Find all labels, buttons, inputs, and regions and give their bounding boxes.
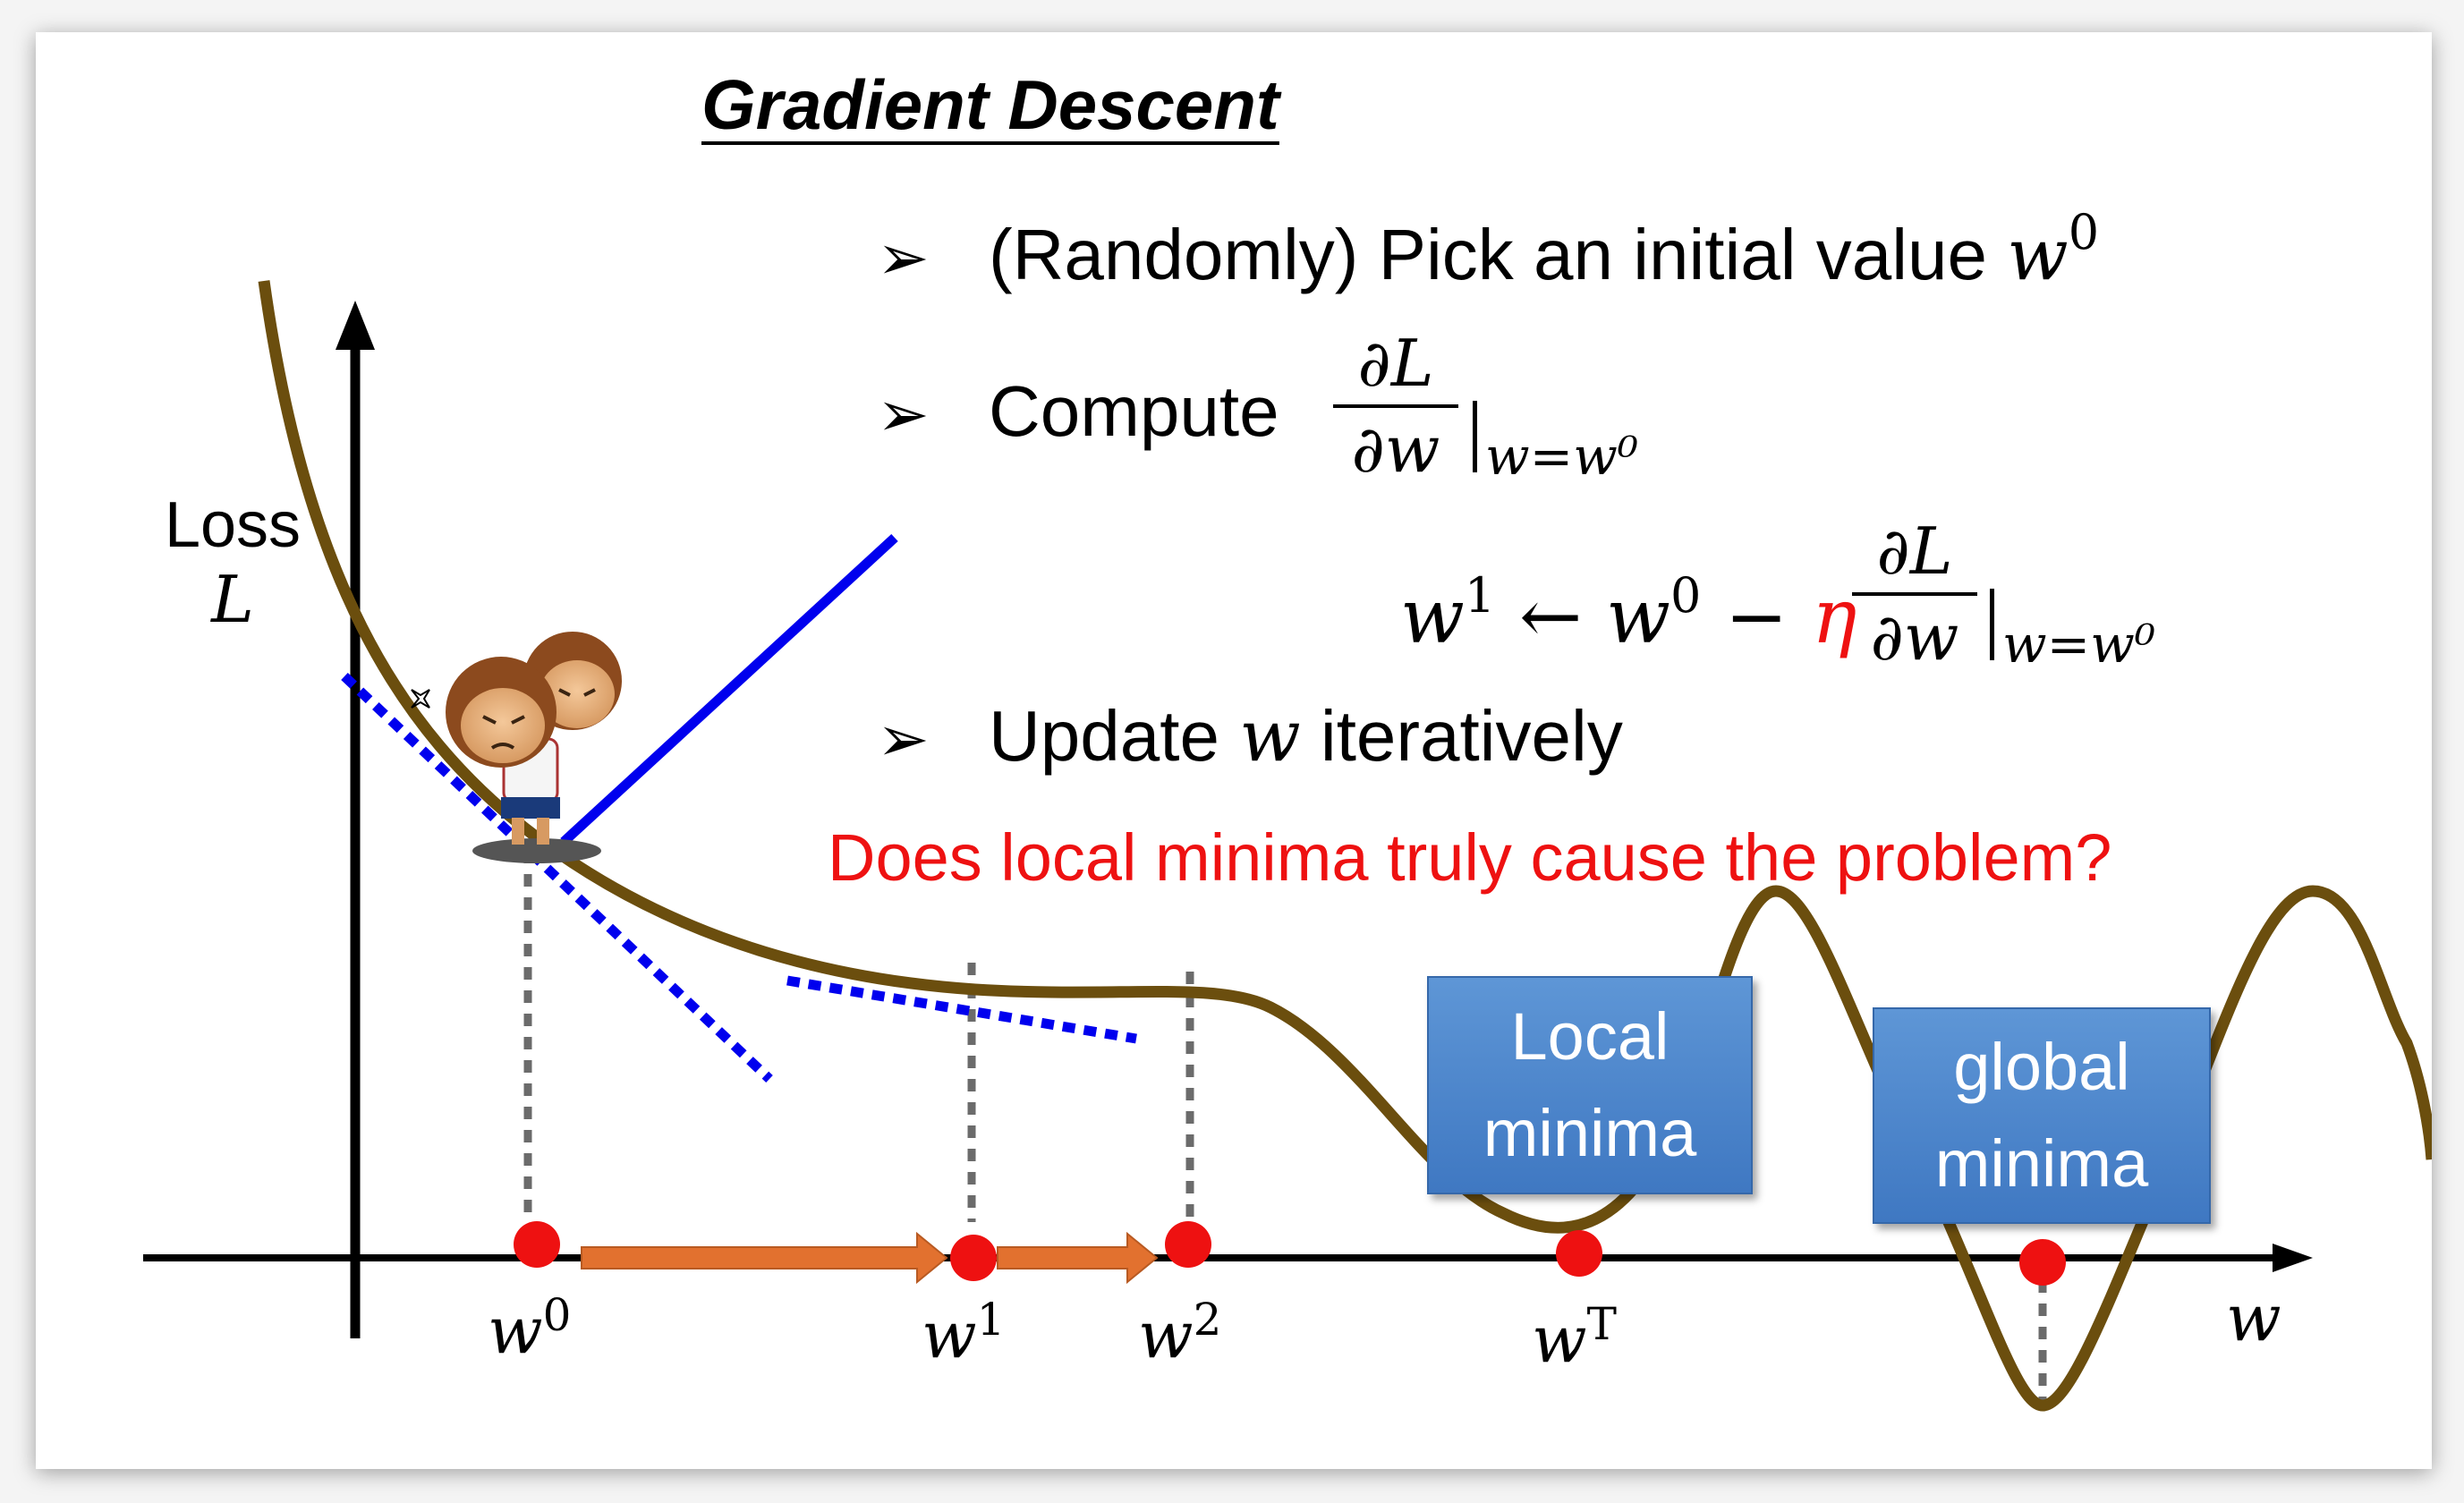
step-pick-initial: ➢ (Randomly) Pick an initial value w0 bbox=[877, 204, 2099, 296]
parameter-points bbox=[514, 1221, 2066, 1286]
evaluation-subscript-1: w=w⁰ bbox=[1485, 426, 1639, 487]
point-w2 bbox=[1165, 1221, 1211, 1268]
fraction-bar-2 bbox=[1852, 592, 1977, 596]
update-rule: w1 ← w0 − η bbox=[1400, 567, 1856, 660]
tick-wT: wT bbox=[1532, 1298, 1617, 1377]
dotted-guides bbox=[523, 851, 2047, 1401]
step-compute: ➢ Compute bbox=[877, 370, 1279, 453]
slide: Gradient Descent ➢ (Randomly) Pick an ini… bbox=[36, 32, 2432, 1469]
arrow-bullet-icon: ➢ bbox=[877, 704, 930, 774]
derivative-fraction-2: ∂L ∂w bbox=[1852, 515, 1977, 673]
learning-rate-eta: η bbox=[1812, 573, 1857, 660]
y-axis-label: Loss L bbox=[143, 488, 322, 637]
x-axis-arrowhead bbox=[2273, 1244, 2313, 1272]
update-rhs: w bbox=[1606, 573, 1670, 660]
tick-w0-sup: 0 bbox=[542, 1289, 572, 1341]
update-lhs: w bbox=[1400, 573, 1465, 660]
tick-wT-base: w bbox=[1532, 1302, 1587, 1377]
derivative-denominator-2: ∂w bbox=[1870, 599, 1959, 675]
evaluation-subscript-2: w=w⁰ bbox=[2002, 614, 2156, 675]
point-w0 bbox=[514, 1221, 560, 1268]
tick-w0: w0 bbox=[488, 1289, 571, 1368]
global-minima-line1: global bbox=[1953, 1030, 2130, 1104]
local-minima-question: Does local minima truly cause the proble… bbox=[828, 820, 2112, 895]
evaluation-bar-2 bbox=[1990, 589, 1994, 660]
x-axis-label: w bbox=[2226, 1280, 2281, 1355]
step-2-text: Compute bbox=[989, 371, 1279, 451]
arrow-bullet-icon: ➢ bbox=[877, 223, 930, 293]
step-arrow-1 bbox=[581, 1231, 948, 1285]
tick-w0-base: w bbox=[488, 1293, 543, 1368]
point-wT bbox=[1556, 1230, 1602, 1277]
page-title: Gradient Descent bbox=[701, 65, 1279, 144]
step-1-variable: w bbox=[2007, 213, 2069, 296]
axes bbox=[143, 301, 2313, 1338]
derivative-denominator: ∂w bbox=[1351, 412, 1440, 487]
local-minima-line1: Local bbox=[1510, 999, 1670, 1074]
step-1-superscript: 0 bbox=[2068, 204, 2100, 260]
step-arrow-2 bbox=[997, 1231, 1159, 1285]
step-3-tail: iteratively bbox=[1320, 696, 1623, 776]
global-minima-line2: minima bbox=[1934, 1126, 2149, 1201]
arrow-bullet-icon: ➢ bbox=[877, 379, 930, 449]
tick-w2: w2 bbox=[1138, 1294, 1221, 1372]
derivative-numerator-2: ∂L bbox=[1876, 514, 1953, 589]
monkey-character-icon bbox=[411, 632, 622, 863]
global-minima-box: global minima bbox=[1873, 1007, 2211, 1224]
tick-w1-sup: 1 bbox=[976, 1294, 1006, 1346]
local-minima-line2: minima bbox=[1483, 1096, 1697, 1170]
update-lhs-sup: 1 bbox=[1464, 567, 1496, 624]
evaluation-bar-1 bbox=[1473, 401, 1477, 472]
tangent-dotted-w0 bbox=[341, 673, 773, 1083]
step-update: ➢ Update w iteratively bbox=[877, 694, 1623, 777]
derivative-fraction-1: ∂L ∂w bbox=[1333, 327, 1458, 485]
tick-w2-base: w bbox=[1138, 1297, 1194, 1372]
step-3-variable: w bbox=[1239, 694, 1301, 777]
y-axis-label-loss: Loss bbox=[164, 489, 302, 561]
y-axis-label-l: L bbox=[211, 562, 254, 637]
tangent-solid bbox=[560, 533, 898, 846]
update-rhs-sup: 0 bbox=[1670, 567, 1702, 624]
tick-wT-sup: T bbox=[1586, 1298, 1617, 1350]
update-minus: − bbox=[1725, 573, 1789, 660]
point-w1 bbox=[950, 1235, 997, 1281]
tick-w1: w1 bbox=[922, 1294, 1005, 1372]
update-arrow: ← bbox=[1518, 573, 1583, 660]
tangent-dotted-w1 bbox=[786, 975, 1137, 1044]
y-axis-arrowhead bbox=[336, 301, 375, 350]
loss-curve-diagram bbox=[143, 280, 2432, 1412]
tick-w2-sup: 2 bbox=[1193, 1294, 1222, 1346]
step-1-text: (Randomly) Pick an initial value bbox=[989, 215, 1988, 294]
tick-w1-base: w bbox=[922, 1297, 977, 1372]
step-3-text: Update bbox=[989, 696, 1219, 776]
derivative-numerator: ∂L bbox=[1357, 326, 1434, 401]
fraction-bar bbox=[1333, 404, 1458, 408]
point-global bbox=[2019, 1239, 2066, 1286]
local-minima-box: Local minima bbox=[1427, 976, 1753, 1194]
